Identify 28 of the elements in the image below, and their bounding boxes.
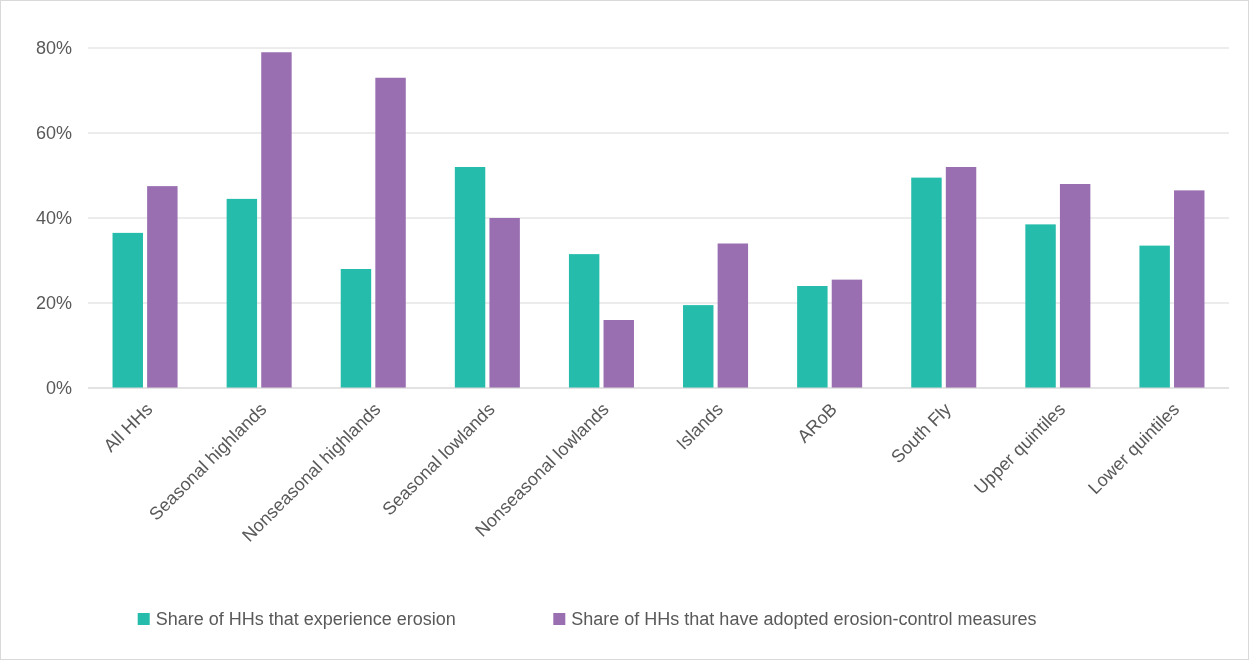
bar	[831, 279, 863, 388]
y-tick-label: 20%	[35, 293, 72, 314]
bar	[945, 167, 977, 388]
bar	[911, 177, 942, 388]
x-tick-label: All HHs	[99, 399, 157, 456]
bar	[603, 320, 634, 388]
bar	[1139, 245, 1170, 388]
bar	[147, 186, 178, 388]
bar	[261, 52, 292, 388]
bar	[226, 198, 258, 388]
y-tick-label: 80%	[35, 38, 72, 59]
bar	[1059, 184, 1091, 388]
bar	[112, 232, 143, 388]
y-tick-label: 0%	[45, 378, 72, 399]
bar	[683, 305, 714, 388]
bar	[1174, 190, 1205, 388]
bar	[340, 269, 372, 388]
bar	[797, 286, 828, 388]
legend-label: Share of HHs that have adopted erosion-control measures	[571, 609, 1037, 630]
legend-label: Share of HHs that experience erosion	[155, 609, 456, 630]
bar	[1025, 224, 1056, 388]
bar	[717, 243, 749, 388]
y-tick-label: 40%	[35, 208, 72, 229]
bar	[454, 167, 486, 388]
bar	[568, 254, 600, 388]
bar	[375, 77, 406, 388]
y-tick-label: 60%	[35, 123, 72, 144]
bar	[489, 218, 520, 388]
